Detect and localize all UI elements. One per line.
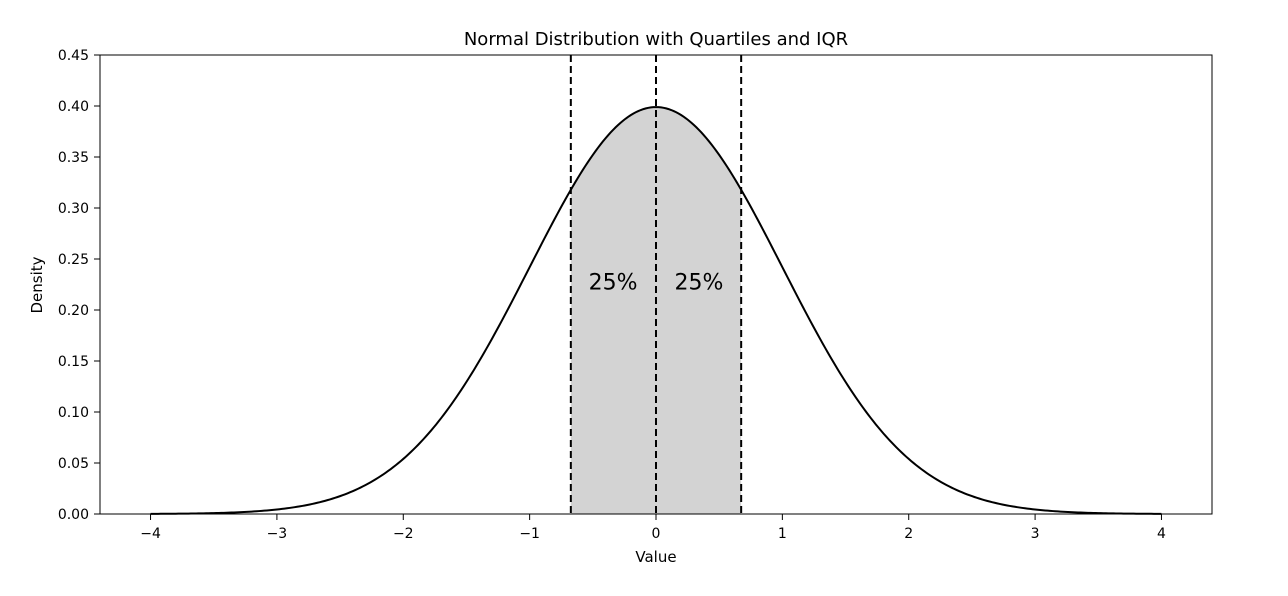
y-tick-label-7: 0.35 [58, 150, 89, 166]
y-tick-label-2: 0.10 [58, 405, 89, 421]
y-tick-label-8: 0.40 [58, 99, 89, 115]
x-tick-label-2: −2 [393, 526, 414, 542]
percent-annotation-2: 25% [675, 271, 724, 296]
x-tick-label-1: −3 [267, 526, 288, 542]
density-curve [150, 106, 1162, 515]
x-tick-label-4: 0 [652, 526, 661, 542]
y-tick-label-6: 0.30 [58, 201, 89, 217]
x-tick-label-6: 2 [904, 526, 913, 542]
y-tick-label-5: 0.25 [58, 252, 89, 268]
y-tick-label-3: 0.15 [58, 354, 89, 370]
x-tick-label-3: −1 [519, 526, 540, 542]
y-tick-label-9: 0.45 [58, 48, 89, 64]
x-axis-label: Value [635, 548, 676, 566]
x-tick-label-8: 4 [1157, 526, 1166, 542]
x-tick-label-7: 3 [1031, 526, 1040, 542]
x-tick-label-0: −4 [140, 526, 161, 542]
y-tick-label-0: 0.00 [58, 507, 89, 523]
x-tick-label-5: 1 [778, 526, 787, 542]
percent-annotation-1: 25% [589, 271, 638, 296]
plot-area: 25% 25% −4 −3 −2 −1 0 1 2 3 4 0.00 0.05 0.10 0.15 0.20 0… [58, 48, 1213, 542]
y-tick-label-1: 0.05 [58, 456, 89, 472]
y-tick-label-4: 0.20 [58, 303, 89, 319]
chart-title: Normal Distribution with Quartiles and I… [464, 29, 848, 50]
y-axis-label: Density [28, 256, 46, 313]
